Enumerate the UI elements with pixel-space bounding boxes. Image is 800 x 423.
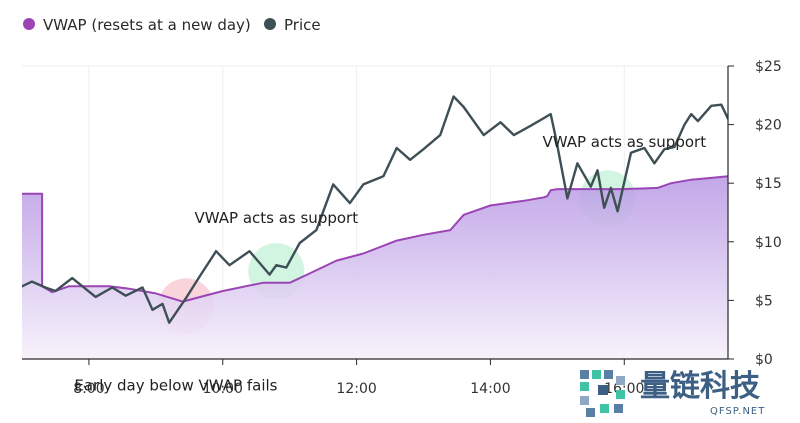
y-tick-label-5: $25	[755, 59, 782, 75]
series-lines	[22, 95, 728, 359]
annotation-0: Early day below VWAP fails	[74, 377, 277, 395]
y-tick-label-4: $20	[755, 118, 782, 134]
watermark-logo-icon	[580, 370, 625, 417]
y-tick-label-3: $15	[755, 176, 782, 192]
x-tick-label-4: 16:00	[604, 381, 644, 397]
legend-marker-price	[264, 18, 276, 30]
series-area-0	[22, 176, 728, 359]
axes: 8:00 10:00 12:00 14:00 16:00 $0 $5 $10 $15 $20 $25	[22, 59, 782, 397]
legend: VWAP (resets at a new day) Price	[23, 16, 321, 34]
x-tick-label-1: 10:00	[203, 381, 243, 397]
x-tick-label-3: 14:00	[470, 381, 510, 397]
watermark-title: 量链科技	[640, 369, 760, 404]
annotations: Early day below VWAP fails VWAP acts as s…	[74, 133, 706, 395]
legend-marker-vwap	[23, 18, 35, 30]
annotation-2: VWAP acts as support	[542, 133, 706, 151]
watermark-subtitle: QFSP.NET	[710, 406, 765, 417]
x-tick-label-2: 12:00	[336, 381, 376, 397]
x-tick-label-0: 8:00	[73, 381, 104, 397]
y-tick-label-2: $10	[755, 235, 782, 251]
series-line-1	[22, 95, 728, 324]
annotation-1: VWAP acts as support	[194, 209, 358, 227]
legend-label-vwap: VWAP (resets at a new day)	[43, 16, 251, 34]
y-tick-label-1: $5	[755, 293, 773, 309]
watermark: 量链科技 QFSP.NET	[580, 369, 765, 417]
y-tick-label-0: $0	[755, 352, 773, 368]
legend-label-price: Price	[284, 16, 321, 34]
